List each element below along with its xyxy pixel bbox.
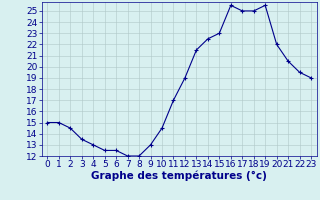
X-axis label: Graphe des températures (°c): Graphe des températures (°c) [91, 171, 267, 181]
